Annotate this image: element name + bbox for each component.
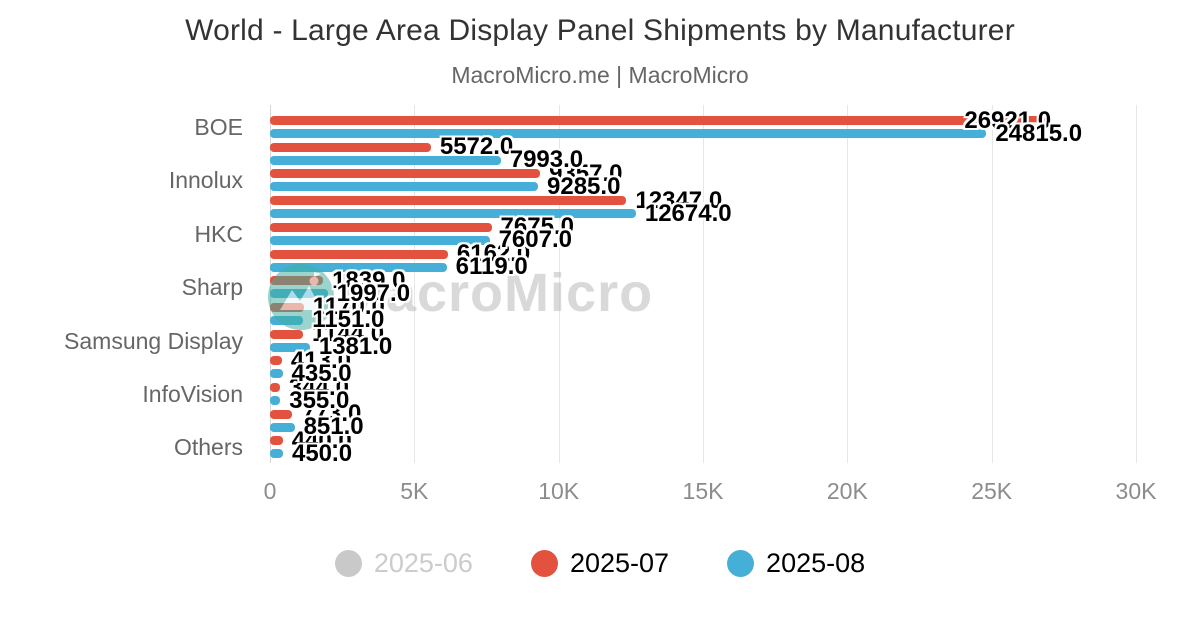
data-label-2025-08-cat8: 1381.0 (318, 333, 393, 361)
bar-2025-08-cat2[interactable] (270, 182, 539, 192)
data-label-2025-08-cat9: 435.0 (291, 359, 352, 387)
category-label-boe: BOE (194, 114, 243, 140)
data-label-2025-08-cat2: 9285.0 (547, 172, 621, 200)
bar-2025-08-cat11[interactable] (270, 422, 295, 432)
data-label-2025-08-cat5: 6119.0 (455, 253, 528, 280)
x-gridline (558, 105, 560, 463)
data-label-2025-07-cat6: 1839.0 (332, 266, 406, 294)
legend-marker-icon (334, 550, 362, 577)
data-label-2025-08-cat0: 24815.0 (995, 119, 1083, 147)
category-label-innolux: Innolux (168, 167, 243, 194)
bar-2025-07-cat0[interactable] (270, 116, 1048, 125)
data-label-2025-07-cat11: 773.0 (301, 400, 362, 428)
bar-2025-07-cat9[interactable] (270, 356, 282, 366)
data-label-2025-08-cat12: 450.0 (291, 439, 353, 467)
data-label-2025-08-cat4: 7607.0 (498, 226, 572, 254)
category-label-hkc: HKC (194, 220, 243, 247)
legend-item-2025-06[interactable]: 2025-06 (334, 548, 473, 579)
data-label-2025-07-cat12: 440.0 (291, 426, 352, 454)
data-label-2025-07-cat5: 6162.0 (456, 240, 531, 267)
x-gridline (414, 105, 416, 463)
legend-label: 2025-07 (569, 548, 670, 578)
data-label-2025-08-cat11: 851.0 (303, 413, 364, 441)
bar-2025-08-cat12[interactable] (270, 449, 283, 459)
bar-2025-08-cat3[interactable] (270, 209, 636, 219)
bar-2025-07-cat6[interactable] (270, 276, 324, 286)
data-label-2025-08-cat10: 355.0 (289, 386, 350, 414)
x-gridline (1136, 105, 1137, 463)
data-label-2025-07-cat9: 413.0 (290, 346, 351, 374)
bar-2025-07-cat5[interactable] (270, 249, 448, 259)
category-label-infovision: InfoVision (142, 381, 243, 407)
x-axis-tick-label: 20K (826, 478, 868, 504)
bar-2025-07-cat10[interactable] (270, 383, 280, 392)
x-gridline (847, 105, 849, 463)
category-label-sharp: Sharp (181, 274, 243, 301)
bar-2025-08-cat9[interactable] (270, 369, 283, 379)
x-axis-tick-label: 5K (400, 478, 429, 504)
legend: 2025-06 2025-07 2025-08 (0, 548, 1200, 579)
legend-item-2025-07[interactable]: 2025-07 (530, 548, 670, 579)
bar-2025-07-cat12[interactable] (270, 436, 283, 446)
bar-2025-07-cat11[interactable] (270, 409, 293, 419)
legend-marker-icon (727, 550, 755, 577)
data-label-2025-07-cat1: 5572.0 (439, 133, 514, 161)
bar-2025-07-cat7[interactable] (270, 302, 304, 312)
x-axis-tick-label: 15K (682, 478, 724, 504)
legend-label: 2025-06 (373, 548, 473, 578)
data-label-2025-07-cat3: 12347.0 (635, 186, 723, 214)
data-label-2025-07-cat10: 344.0 (288, 373, 349, 401)
data-label-2025-07-cat0: 26921.0 (964, 106, 1052, 134)
data-label-2025-08-cat1: 7993.0 (509, 146, 584, 174)
x-gridline (703, 105, 704, 463)
bar-2025-08-cat1[interactable] (270, 155, 501, 165)
bar-2025-08-cat0[interactable] (270, 129, 987, 138)
bar-2025-07-cat1[interactable] (270, 142, 431, 152)
legend-label: 2025-08 (766, 548, 866, 578)
x-axis-tick-label: 30K (1115, 478, 1157, 504)
chart-subtitle: MacroMicro.me | MacroMicro (451, 62, 749, 88)
chart-title: World - Large Area Display Panel Shipmen… (185, 14, 1015, 47)
data-label-2025-08-cat7: 1151.0 (312, 306, 385, 334)
bar-2025-07-cat8[interactable] (270, 329, 304, 339)
category-label-samsung-display: Samsung Display (64, 327, 243, 354)
data-label-2025-08-cat3: 12674.0 (644, 199, 732, 227)
bar-2025-08-cat4[interactable] (270, 235, 490, 245)
legend-item-2025-08[interactable]: 2025-08 (727, 548, 865, 579)
legend-marker-icon (530, 550, 558, 577)
bar-2025-07-cat3[interactable] (270, 196, 627, 206)
bar-2025-08-cat10[interactable] (270, 396, 281, 405)
x-axis-tick-label: 0 (263, 478, 277, 504)
category-label-others: Others (173, 434, 243, 461)
bar-2025-08-cat5[interactable] (270, 262, 447, 272)
x-axis-tick-label: 25K (971, 478, 1013, 504)
data-label-2025-07-cat2: 9357.0 (549, 159, 623, 187)
bar-2025-07-cat4[interactable] (270, 222, 492, 232)
bar-2025-08-cat7[interactable] (270, 315, 304, 325)
bar-2025-07-cat2[interactable] (270, 169, 541, 179)
data-label-2025-07-cat4: 7675.0 (500, 213, 574, 241)
x-gridline (991, 105, 993, 463)
x-axis-tick-label: 10K (538, 478, 580, 504)
bar-2025-08-cat8[interactable] (270, 342, 310, 352)
data-label-2025-08-cat6: 1997.0 (336, 279, 411, 307)
